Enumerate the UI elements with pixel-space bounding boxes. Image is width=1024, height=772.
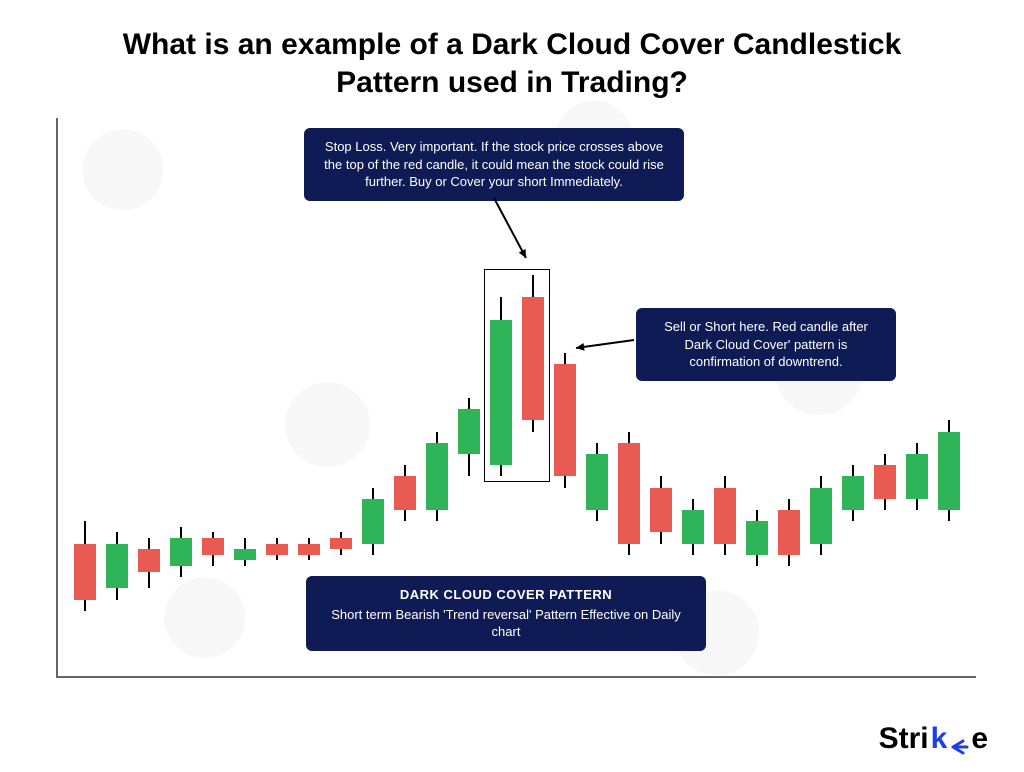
logo-text-pre: Stri [879, 722, 929, 756]
candle [746, 118, 768, 678]
callout-definition-text: Short term Bearish 'Trend reversal' Patt… [320, 606, 692, 641]
candle-body [938, 432, 960, 510]
page-title: What is an example of a Dark Cloud Cover… [0, 26, 1024, 101]
candle-body [266, 544, 288, 555]
candle-body [458, 409, 480, 454]
candle [938, 118, 960, 678]
candle-body [330, 538, 352, 549]
candle-body [170, 538, 192, 566]
candle [170, 118, 192, 678]
arrow-stoploss [484, 188, 536, 268]
candle-body [714, 488, 736, 544]
candle-body [362, 499, 384, 544]
candle [810, 118, 832, 678]
pattern-highlight-box [484, 269, 550, 483]
candle [874, 118, 896, 678]
callout-definition: DARK CLOUD COVER PATTERN Short term Bear… [306, 576, 706, 651]
candle-body [906, 454, 928, 499]
candle-body [554, 364, 576, 476]
logo-text-post: e [971, 722, 988, 756]
candle [778, 118, 800, 678]
candle-body [682, 510, 704, 544]
candle-body [234, 549, 256, 560]
logo-k-icon: k [931, 722, 948, 756]
candle-body [842, 476, 864, 510]
candle-body [874, 465, 896, 499]
candle-body [586, 454, 608, 510]
candle [202, 118, 224, 678]
x-axis [56, 676, 976, 678]
y-axis [56, 118, 58, 678]
candle [106, 118, 128, 678]
brand-logo: Strike [879, 722, 988, 756]
arrow-sellshort [566, 330, 644, 358]
candle [74, 118, 96, 678]
candle-body [778, 510, 800, 555]
candlestick-chart: Stop Loss. Very important. If the stock … [56, 118, 976, 678]
logo-arrow-icon [949, 731, 969, 751]
callout-stoploss-text: Stop Loss. Very important. If the stock … [318, 138, 670, 191]
callout-sellshort: Sell or Short here. Red candle after Dar… [636, 308, 896, 381]
candle [906, 118, 928, 678]
candle-body [746, 521, 768, 555]
callout-sellshort-text: Sell or Short here. Red candle after Dar… [650, 318, 882, 371]
candle-body [618, 443, 640, 544]
candle [234, 118, 256, 678]
candle-body [426, 443, 448, 510]
candle [714, 118, 736, 678]
candle-body [138, 549, 160, 571]
candle-body [202, 538, 224, 555]
candle-body [810, 488, 832, 544]
candle [138, 118, 160, 678]
candle [266, 118, 288, 678]
candle [842, 118, 864, 678]
candle-body [106, 544, 128, 589]
callout-definition-title: DARK CLOUD COVER PATTERN [320, 586, 692, 604]
candle-body [650, 488, 672, 533]
candle-body [394, 476, 416, 510]
candle-body [74, 544, 96, 600]
candle-body [298, 544, 320, 555]
